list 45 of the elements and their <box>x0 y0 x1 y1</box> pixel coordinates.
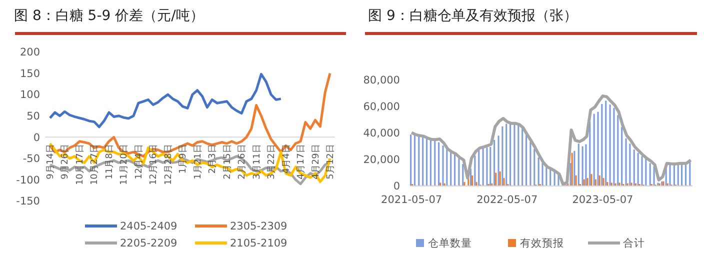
x-tick-label: 3月22日 <box>267 144 278 180</box>
y-tick-label: -50 <box>22 153 40 166</box>
x-tick-label: 12月28日 <box>164 144 174 186</box>
y-tick-label: 0 <box>393 180 400 193</box>
x-tick-label: 4月4日 <box>282 144 292 174</box>
x-tick-label: 10月17日 <box>75 144 86 186</box>
x-tick-label: 2月3日 <box>208 144 218 174</box>
legend-label: 2205-2209 <box>120 238 178 250</box>
y-tick-label: 60,000 <box>363 101 400 114</box>
x-tick-label: 9月26日 <box>60 144 71 180</box>
x-tick-label: 2023-05-07 <box>572 194 634 206</box>
x-tick-label: 10月27日 <box>90 144 100 186</box>
x-tick-label: 11月20日 <box>120 144 130 186</box>
legend-label: 合计 <box>623 236 645 250</box>
y-tick-label: 150 <box>20 68 40 80</box>
y-tick-label: 20,000 <box>363 154 400 166</box>
x-tick-label: 4月29日 <box>311 144 322 180</box>
y-tick-label: -150 <box>16 196 40 208</box>
x-tick-label: 1月9日 <box>178 144 189 174</box>
legend-label: 2105-2109 <box>230 238 288 250</box>
chart-title: 图 8：白糖 5-9 价差（元/吨） <box>14 8 204 24</box>
x-tick-label: 2021-05-07 <box>381 194 442 206</box>
x-tick-label: 12月16日 <box>149 144 160 186</box>
x-tick-label: 4月17日 <box>296 144 307 180</box>
x-tick-label: 2月26日 <box>238 144 248 180</box>
x-tick-label: 12月4日 <box>134 144 144 180</box>
legend-label: 有效预报 <box>520 238 564 250</box>
legend-label: 仓单数量 <box>428 236 472 250</box>
y-tick-label: 80,000 <box>363 74 400 87</box>
y-tick-label: 200 <box>20 46 40 59</box>
x-tick-label: 2022-05-07 <box>476 194 538 206</box>
x-tick-label: 11月8日 <box>104 144 115 180</box>
y-tick-label: -100 <box>16 174 40 186</box>
y-tick-label: 100 <box>20 89 40 102</box>
y-tick-label: 0 <box>33 132 40 144</box>
legend-label: 2305-2309 <box>230 220 288 233</box>
x-tick-label: 5月12日 <box>326 144 336 180</box>
chart-title: 图 9：白糖仓单及有效预报（张） <box>368 8 578 24</box>
y-tick-label: 50 <box>26 110 40 123</box>
x-tick-label: 3月11日 <box>252 144 262 180</box>
x-tick-label: 1月21日 <box>193 144 204 180</box>
y-tick-label: 40,000 <box>363 128 400 140</box>
legend-label: 2405-2409 <box>120 220 178 233</box>
x-tick-label: 9月14日 <box>46 144 56 180</box>
x-tick-label: 2月15日 <box>222 144 233 180</box>
